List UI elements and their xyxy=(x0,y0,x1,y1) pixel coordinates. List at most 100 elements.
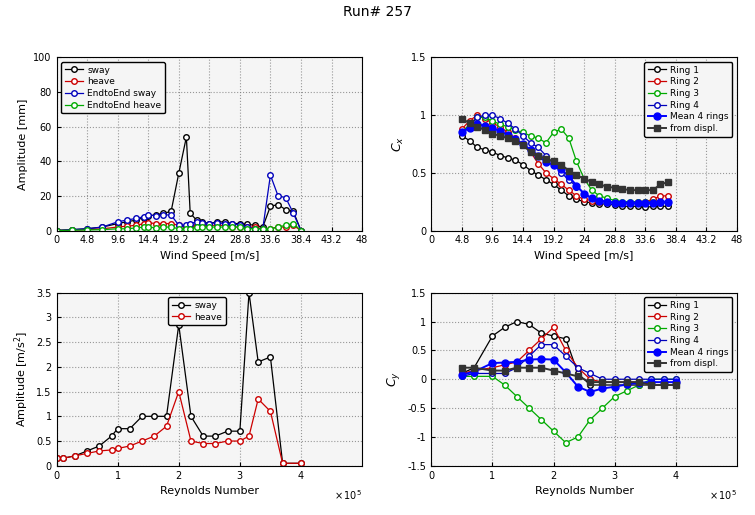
sway xyxy=(174,170,183,177)
sway xyxy=(273,201,282,208)
Ring 1 xyxy=(602,201,612,207)
Ring 2 xyxy=(602,199,612,205)
EndtoEnd heave xyxy=(273,224,282,230)
sway xyxy=(281,207,290,213)
EndtoEnd heave xyxy=(131,225,140,231)
heave xyxy=(205,222,214,229)
Mean 4 rings xyxy=(649,200,658,206)
Mean 4 rings xyxy=(549,162,558,168)
Ring 2 xyxy=(656,193,665,199)
Mean 4 rings xyxy=(556,166,565,173)
Ring 4 xyxy=(622,376,631,382)
Ring 2 xyxy=(549,176,558,182)
EndtoEnd sway xyxy=(251,226,260,232)
Ring 2 xyxy=(458,126,467,132)
Mean 4 rings xyxy=(458,129,467,135)
Ring 1 xyxy=(488,149,497,155)
EndtoEnd heave xyxy=(197,224,206,230)
from displ. xyxy=(664,179,673,185)
sway xyxy=(289,209,298,215)
EndtoEnd sway xyxy=(220,220,229,227)
X-axis label: Reynolds Number: Reynolds Number xyxy=(535,486,633,496)
Ring 3 xyxy=(664,199,673,205)
EndtoEnd sway xyxy=(113,219,122,225)
EndtoEnd sway xyxy=(174,222,183,229)
EndtoEnd sway xyxy=(228,220,237,227)
Mean 4 rings xyxy=(580,191,589,197)
Ring 1 xyxy=(500,324,509,331)
Ring 4 xyxy=(664,200,673,206)
Ring 2 xyxy=(495,124,504,130)
heave xyxy=(266,226,275,232)
Line: heave: heave xyxy=(54,389,304,466)
Ring 3 xyxy=(473,114,482,121)
Ring 1 xyxy=(561,336,570,342)
Ring 2 xyxy=(525,347,534,353)
Line: EndtoEnd heave: EndtoEnd heave xyxy=(54,221,304,233)
from displ. xyxy=(534,152,543,159)
EndtoEnd sway xyxy=(266,172,275,178)
from displ. xyxy=(526,149,535,155)
Mean 4 rings xyxy=(488,125,497,131)
heave xyxy=(70,453,79,459)
Ring 2 xyxy=(610,379,619,385)
Mean 4 rings xyxy=(647,379,656,385)
Ring 2 xyxy=(549,324,558,331)
sway xyxy=(113,220,122,227)
Mean 4 rings xyxy=(561,369,570,375)
from displ. xyxy=(465,120,474,126)
Ring 4 xyxy=(500,370,509,376)
from displ. xyxy=(586,379,595,385)
heave xyxy=(82,227,91,233)
Mean 4 rings xyxy=(519,141,528,147)
EndtoEnd heave xyxy=(251,226,260,232)
Mean 4 rings xyxy=(574,384,583,390)
sway xyxy=(236,220,245,227)
EndtoEnd heave xyxy=(113,226,122,232)
heave xyxy=(199,440,208,447)
Ring 2 xyxy=(586,376,595,382)
EndtoEnd heave xyxy=(192,224,201,230)
Ring 2 xyxy=(458,370,467,376)
sway xyxy=(82,448,91,454)
Ring 3 xyxy=(488,373,497,380)
from displ. xyxy=(500,368,509,374)
EndtoEnd heave xyxy=(205,224,214,230)
Mean 4 rings xyxy=(659,379,668,385)
Ring 3 xyxy=(586,417,595,423)
Ring 1 xyxy=(519,162,528,168)
from displ. xyxy=(556,162,565,168)
Ring 3 xyxy=(458,373,467,380)
heave xyxy=(228,224,237,230)
EndtoEnd sway xyxy=(143,212,153,218)
Ring 3 xyxy=(564,135,573,141)
heave xyxy=(151,220,160,227)
Ring 3 xyxy=(602,195,612,201)
sway xyxy=(70,453,79,459)
Mean 4 rings xyxy=(633,200,642,206)
EndtoEnd heave xyxy=(228,224,237,230)
EndtoEnd heave xyxy=(182,226,191,232)
Ring 3 xyxy=(618,199,627,205)
Ring 4 xyxy=(511,126,520,132)
sway xyxy=(140,214,149,220)
heave xyxy=(162,423,171,430)
sway xyxy=(143,213,153,219)
Legend: sway, heave, EndtoEnd sway, EndtoEnd heave: sway, heave, EndtoEnd sway, EndtoEnd hea… xyxy=(61,62,165,113)
from displ. xyxy=(618,186,627,192)
Ring 4 xyxy=(598,376,607,382)
Mean 4 rings xyxy=(572,182,581,188)
EndtoEnd sway xyxy=(289,210,298,216)
Text: $\times\,10^5$: $\times\,10^5$ xyxy=(334,488,362,502)
Mean 4 rings xyxy=(537,356,546,362)
Ring 4 xyxy=(541,152,550,159)
sway xyxy=(122,219,131,225)
Ring 1 xyxy=(513,318,522,324)
heave xyxy=(167,220,176,227)
heave xyxy=(67,227,76,233)
Ring 3 xyxy=(549,129,558,135)
sway xyxy=(245,289,254,296)
Ring 4 xyxy=(574,365,583,371)
sway xyxy=(266,203,275,210)
EndtoEnd sway xyxy=(82,226,91,232)
